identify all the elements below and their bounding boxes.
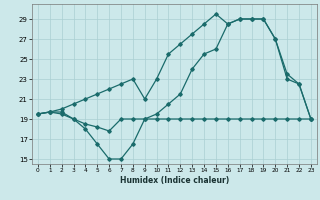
X-axis label: Humidex (Indice chaleur): Humidex (Indice chaleur) (120, 176, 229, 185)
